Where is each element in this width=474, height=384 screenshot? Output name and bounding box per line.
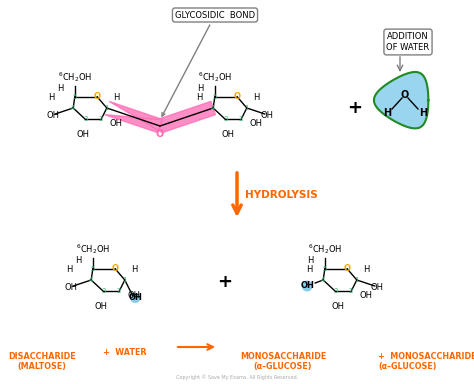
Text: H: H — [306, 265, 312, 275]
Text: 2: 2 — [349, 288, 354, 294]
Text: H: H — [419, 108, 427, 118]
Text: 1: 1 — [105, 105, 109, 111]
Text: 3: 3 — [333, 288, 337, 294]
Text: H: H — [132, 265, 138, 275]
Text: HYDROLYSIS: HYDROLYSIS — [245, 190, 318, 200]
Text: MONOSACCHARIDE
(α–GLUCOSE): MONOSACCHARIDE (α–GLUCOSE) — [240, 352, 326, 371]
Text: O: O — [344, 264, 351, 273]
Text: ADDITION
OF WATER: ADDITION OF WATER — [386, 31, 429, 52]
Text: OH: OH — [371, 283, 383, 293]
Text: 5: 5 — [213, 94, 217, 100]
Text: O: O — [401, 90, 409, 100]
Text: H: H — [198, 84, 204, 93]
Text: H: H — [58, 84, 64, 93]
Text: H: H — [364, 265, 370, 275]
Text: 2: 2 — [99, 116, 103, 122]
Text: O: O — [112, 264, 118, 273]
Text: O: O — [94, 92, 100, 101]
Text: OH: OH — [261, 111, 273, 121]
Text: H: H — [48, 93, 55, 103]
Text: OH: OH — [360, 291, 373, 300]
Text: 5: 5 — [91, 266, 95, 272]
Polygon shape — [374, 72, 428, 128]
Text: O: O — [234, 92, 241, 101]
Text: H: H — [66, 265, 73, 275]
Text: 4: 4 — [71, 105, 75, 111]
Text: DISACCHARIDE
(MALTOSE): DISACCHARIDE (MALTOSE) — [8, 352, 76, 371]
Text: OH: OH — [64, 283, 77, 293]
Circle shape — [302, 281, 312, 291]
Text: 2: 2 — [239, 116, 243, 122]
Text: $^6$CH$_2$OH: $^6$CH$_2$OH — [308, 242, 342, 256]
Text: GLYCOSIDIC  BOND: GLYCOSIDIC BOND — [162, 10, 255, 116]
Text: 4: 4 — [89, 277, 93, 283]
Text: OH: OH — [128, 291, 141, 300]
Polygon shape — [105, 101, 216, 132]
Text: 4: 4 — [321, 277, 325, 283]
Text: 1: 1 — [245, 105, 249, 111]
Text: Copyright © Save My Exams. All Rights Reserved.: Copyright © Save My Exams. All Rights Re… — [176, 374, 298, 380]
Text: 2: 2 — [117, 288, 121, 294]
Text: OH: OH — [222, 130, 235, 139]
Text: $^6$CH$_2$OH: $^6$CH$_2$OH — [58, 70, 92, 84]
Text: 1: 1 — [123, 277, 127, 283]
Text: O: O — [156, 129, 164, 139]
Text: OH: OH — [128, 293, 142, 303]
Text: 4: 4 — [211, 105, 215, 111]
Circle shape — [131, 294, 140, 303]
Text: H: H — [383, 108, 391, 118]
Text: 1: 1 — [355, 277, 359, 283]
Text: H: H — [76, 256, 82, 265]
Text: +  MONOSACCHARIDE
(α–GLUCOSE): + MONOSACCHARIDE (α–GLUCOSE) — [378, 352, 474, 371]
Text: OH: OH — [332, 302, 345, 311]
Text: +  WATER: + WATER — [103, 348, 147, 357]
Text: $^6$CH$_2$OH: $^6$CH$_2$OH — [198, 70, 232, 84]
Text: H: H — [308, 256, 314, 265]
Text: 3: 3 — [101, 288, 105, 294]
Text: OH: OH — [46, 111, 59, 121]
Text: 5: 5 — [323, 266, 327, 272]
Text: H: H — [114, 93, 120, 103]
Text: +: + — [218, 273, 233, 291]
Text: OH: OH — [95, 302, 108, 311]
Text: OH: OH — [250, 119, 263, 128]
Text: H: H — [196, 93, 202, 103]
Text: 3: 3 — [223, 116, 228, 122]
Text: H: H — [254, 93, 260, 103]
Text: OH: OH — [77, 130, 90, 139]
Text: OH: OH — [110, 119, 123, 128]
Text: +: + — [347, 99, 363, 117]
Text: OH: OH — [300, 281, 314, 291]
Text: 3: 3 — [83, 116, 87, 122]
Text: 5: 5 — [73, 94, 77, 100]
Text: $^6$CH$_2$OH: $^6$CH$_2$OH — [76, 242, 110, 256]
